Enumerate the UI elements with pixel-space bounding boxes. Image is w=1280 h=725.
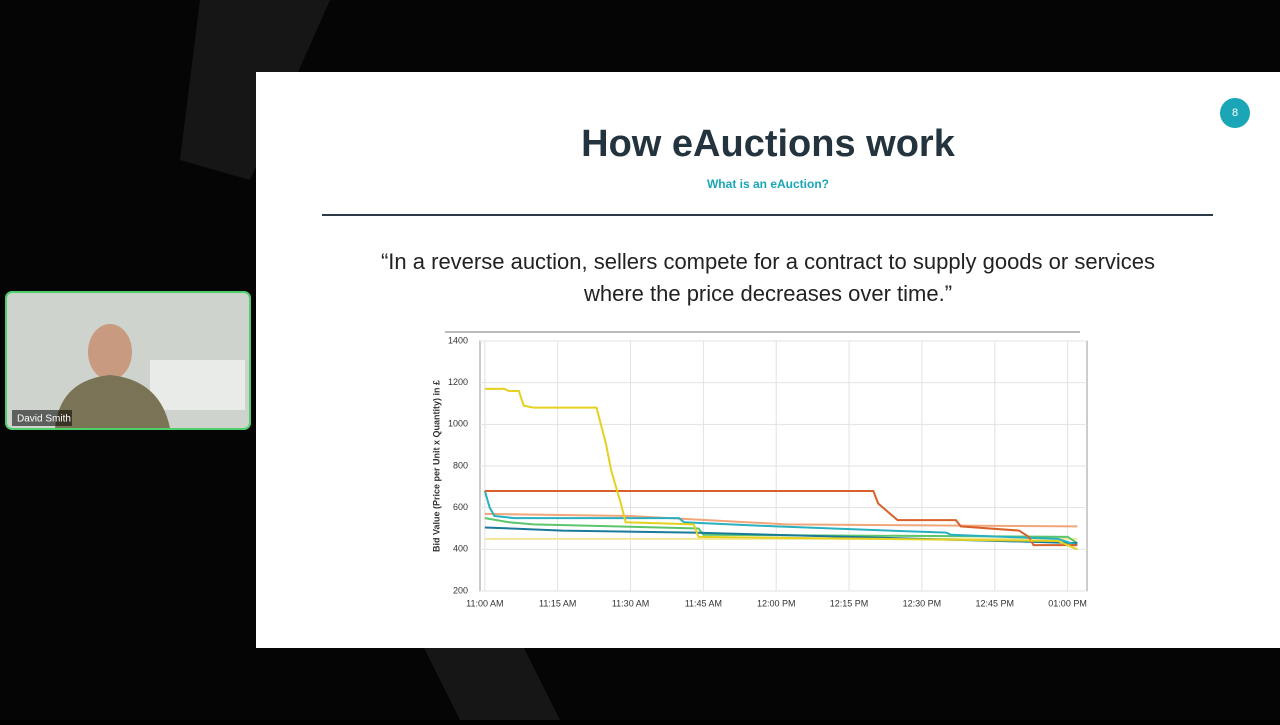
participant-name: David Smith (17, 414, 71, 425)
webcam-tile: David Smith (5, 291, 251, 430)
series-line (483, 490, 1078, 547)
y-tick-label: 600 (453, 502, 468, 512)
x-tick-label: 12:00 PM (757, 598, 796, 608)
slide-number: 8 (1232, 107, 1238, 119)
series-line (484, 517, 1078, 544)
video-desk (150, 360, 245, 410)
series-line (484, 512, 1078, 528)
x-tick-label: 11:00 AM (466, 598, 503, 608)
quote-line: where the price decreases over time.” (583, 281, 952, 306)
slide-subtitle: What is an eAuction? (707, 177, 829, 191)
y-tick-label: 1000 (448, 419, 468, 429)
slide-number-badge (1220, 98, 1250, 128)
y-tick-label: 200 (453, 585, 468, 595)
series-line (484, 387, 1078, 551)
y-tick-label: 1400 (448, 335, 468, 345)
video-body (55, 375, 170, 428)
y-tick-label: 800 (453, 460, 468, 470)
x-tick-label: 11:15 AM (539, 598, 576, 608)
y-tick-label: 1200 (448, 377, 468, 387)
series-line (484, 490, 1078, 547)
x-tick-label: 12:15 PM (830, 598, 869, 608)
video-head (88, 324, 132, 380)
x-tick-label: 11:45 AM (685, 598, 722, 608)
y-axis-label: Bid Value (Price per Unit x Quantity) in… (431, 380, 441, 552)
series-line (484, 526, 1078, 545)
x-tick-label: 11:30 AM (612, 598, 649, 608)
x-tick-label: 12:45 PM (975, 598, 1014, 608)
y-tick-label: 400 (453, 544, 468, 554)
name-tag (12, 410, 72, 426)
x-tick-label: 12:30 PM (903, 598, 942, 608)
slide-title: How eAuctions work (581, 123, 956, 165)
quote-line: “In a reverse auction, sellers compete f… (381, 249, 1155, 274)
x-tick-label: 01:00 PM (1048, 598, 1087, 608)
